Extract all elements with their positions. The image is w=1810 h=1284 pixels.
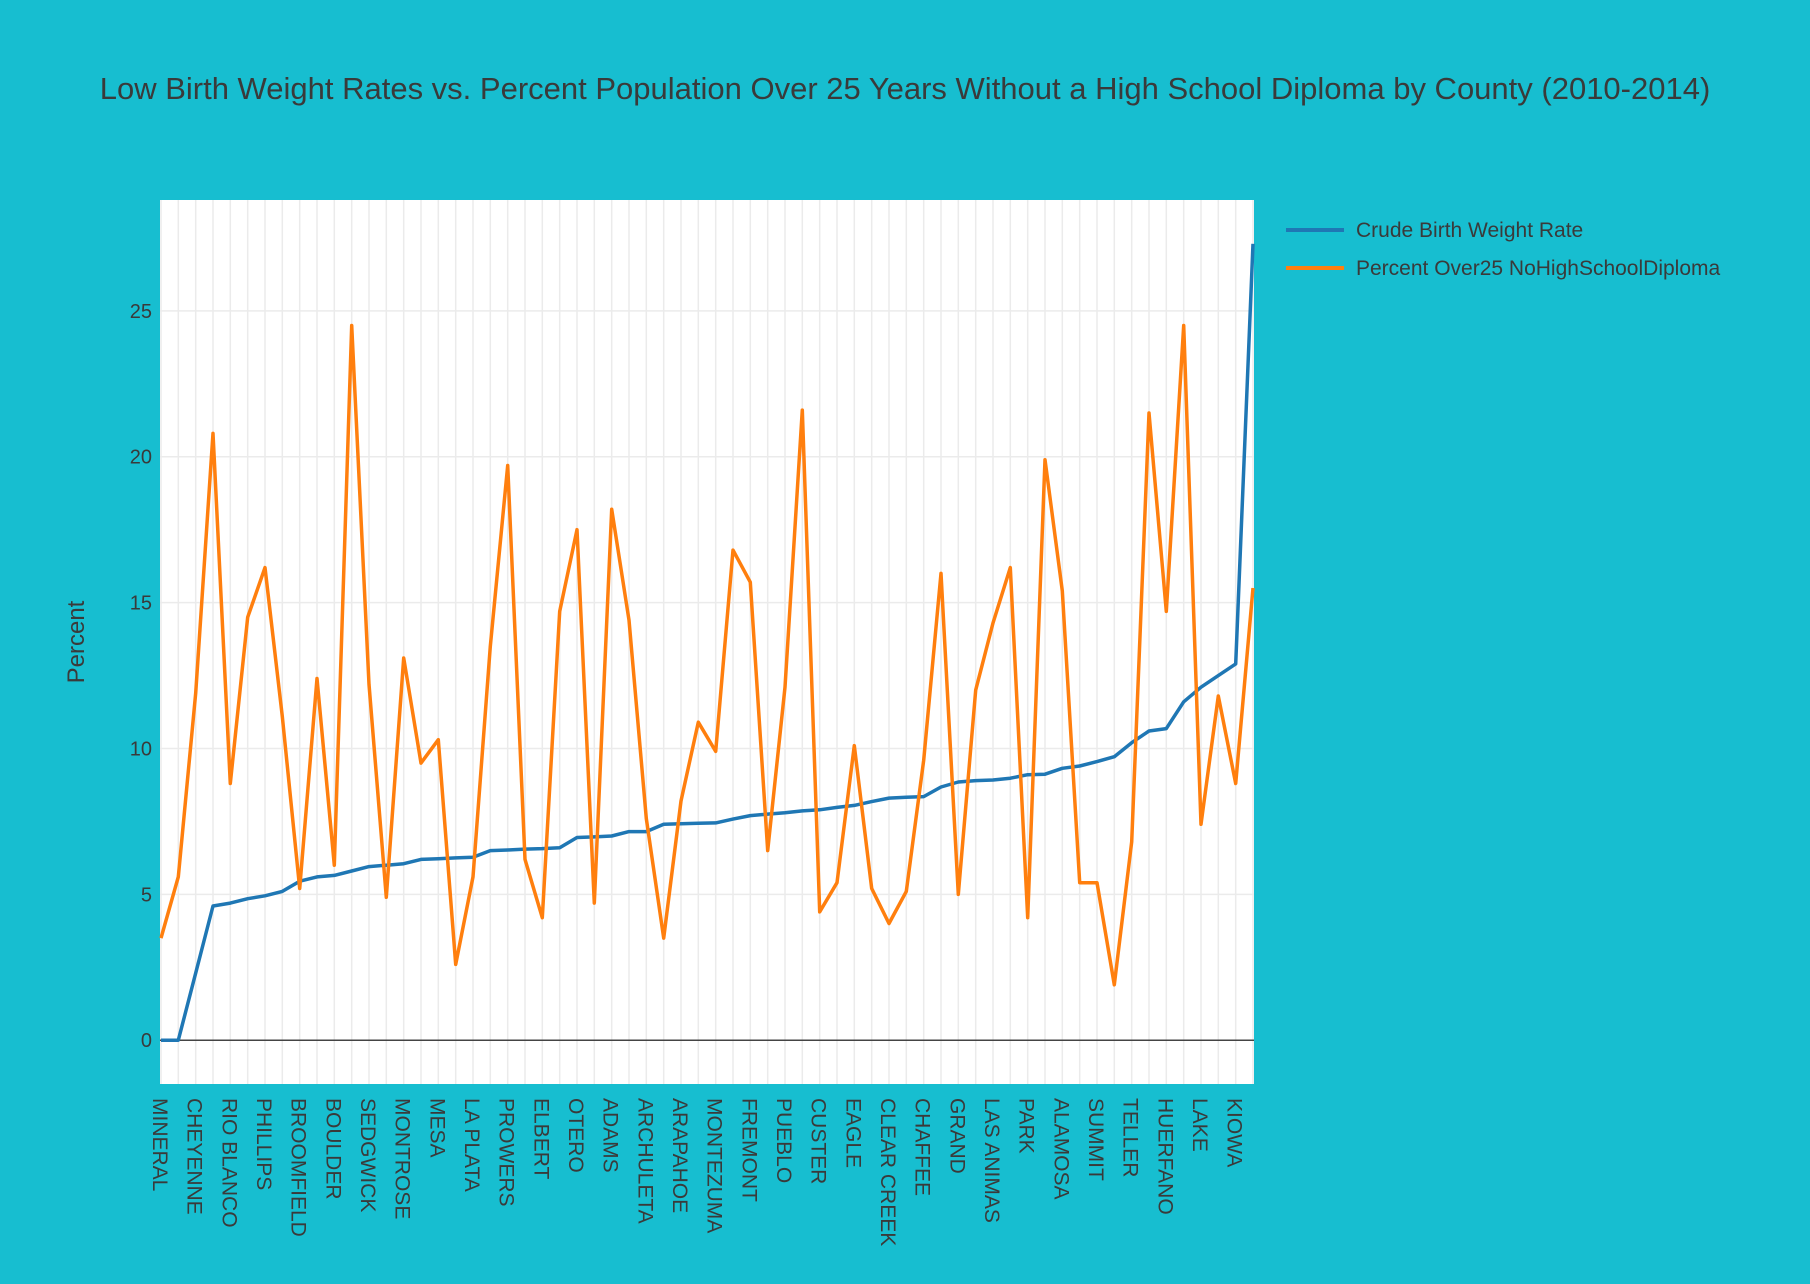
x-tick-label: MINERAL [148,1098,171,1191]
series-lines [159,243,1255,1042]
legend-item-2[interactable]: Percent Over25 NoHighSchoolDiploma [1286,257,1720,280]
x-tick-label: ADAMS [599,1098,622,1173]
y-axis-ticks: 0 5 10 15 20 25 [130,301,152,1052]
x-tick-label: BOULDER [321,1098,344,1200]
y-tick-label: 5 [141,884,152,906]
y-axis-label: Percent [63,600,90,683]
y-tick-label: 0 [141,1030,152,1052]
series-line-1 [161,243,1255,1042]
y-tick-label: 20 [130,447,152,469]
x-tick-label: ARCHULETA [633,1098,656,1224]
x-tick-label: BROOMFIELD [287,1098,310,1237]
x-tick-label: SUMMIT [1084,1098,1107,1181]
x-tick-label: SEDGWICK [356,1098,379,1212]
x-tick-label: LAS ANIMAS [980,1098,1003,1223]
y-tick-label: 25 [130,301,152,323]
legend-item-1[interactable]: Crude Birth Weight Rate [1286,219,1583,242]
x-tick-label: ELBERT [529,1098,552,1179]
x-tick-label: ARAPAHOE [668,1098,691,1213]
x-tick-label: CHEYENNE [183,1098,206,1215]
x-tick-label: CUSTER [807,1098,830,1184]
x-tick-label: ALAMOSA [1049,1098,1072,1200]
x-axis-ticks: MINERAL CHEYENNE RIO BLANCO PHILLIPS BROOMFI… [148,1098,1246,1246]
x-tick-label: PARK [1015,1098,1038,1154]
x-tick-label: TELLER [1119,1098,1142,1177]
x-tick-label: GRAND [945,1098,968,1174]
x-tick-label: PROWERS [495,1098,518,1207]
x-tick-label: KIOWA [1223,1098,1246,1167]
legend-label: Crude Birth Weight Rate [1356,219,1583,242]
x-tick-label: CLEAR CREEK [876,1098,899,1246]
legend-label: Percent Over25 NoHighSchoolDiploma [1356,257,1720,280]
x-tick-label: MESA [425,1098,448,1158]
x-tick-label: LAKE [1188,1098,1211,1152]
chart-title: Low Birth Weight Rates vs. Percent Popul… [100,71,1711,106]
x-tick-label: OTERO [564,1098,587,1173]
y-tick-label: 15 [130,593,152,615]
x-tick-label: MONTROSE [391,1098,414,1219]
legend[interactable]: Crude Birth Weight Rate Percent Over25 No… [1286,219,1720,280]
x-tick-label: CHAFFEE [911,1098,934,1196]
series-line-2 [159,323,1255,987]
x-tick-label: PUEBLO [772,1098,795,1183]
x-tick-label: PHILLIPS [252,1098,275,1190]
x-tick-label: FREMONT [737,1098,760,1202]
x-tick-label: EAGLE [841,1098,864,1168]
x-tick-label: HUERFANO [1153,1098,1176,1215]
x-tick-label: MONTEZUMA [703,1098,726,1233]
x-tick-label: LA PLATA [460,1098,483,1192]
y-tick-label: 10 [130,738,152,760]
x-tick-label: RIO BLANCO [217,1098,240,1228]
plot-area [160,200,1254,1084]
